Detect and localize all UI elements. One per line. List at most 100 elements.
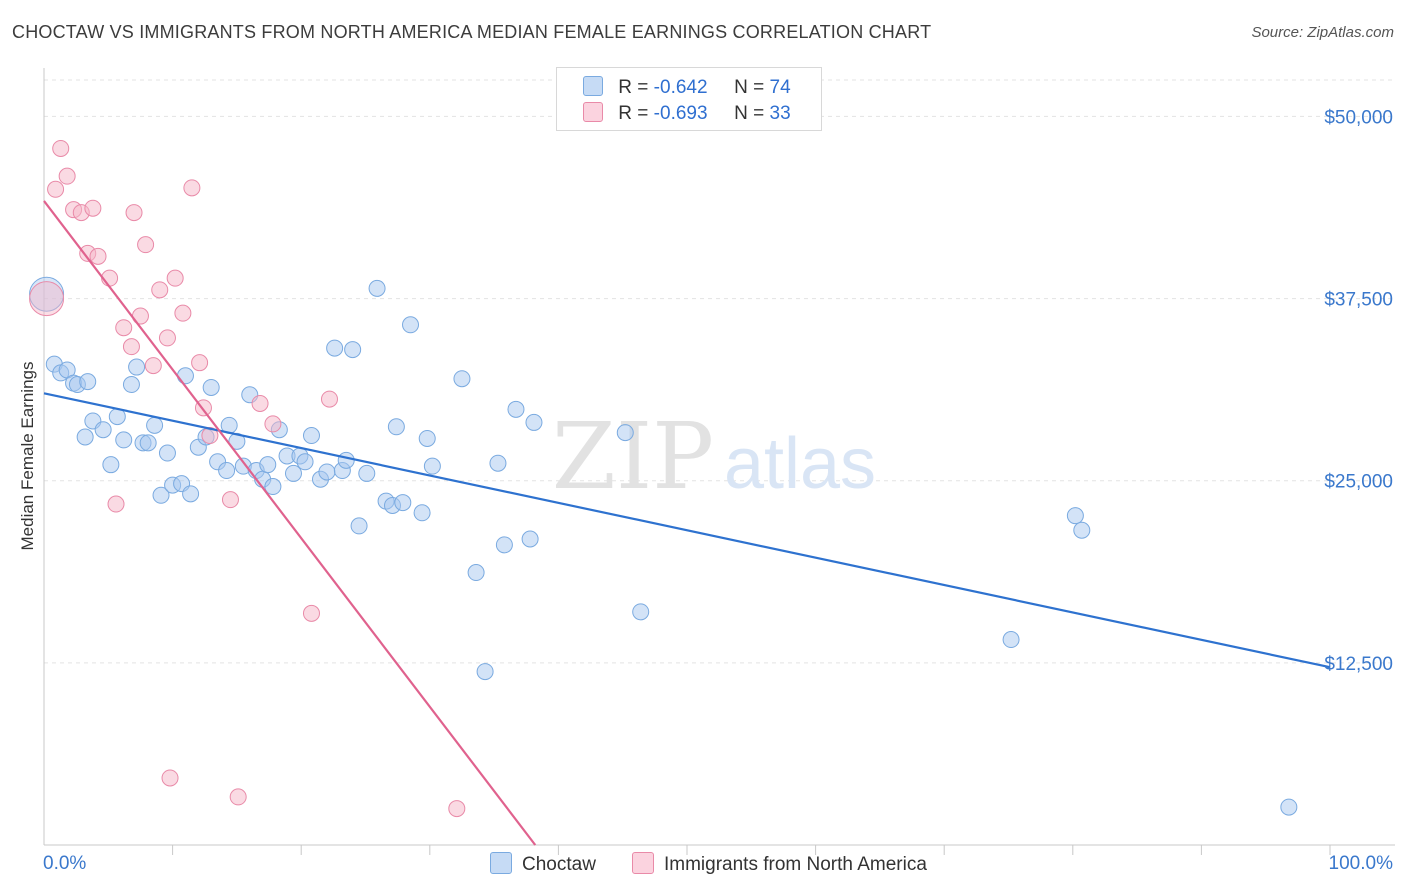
immigrants-point-21 bbox=[174, 304, 192, 322]
choctaw-point-41 bbox=[296, 453, 314, 471]
y-tick-label-12500: $12,500 bbox=[1324, 654, 1393, 675]
trend-line-choctaw bbox=[43, 392, 1331, 669]
legend-n-value-choctaw: 74 bbox=[769, 77, 791, 98]
immigrants-point-23 bbox=[191, 354, 209, 372]
axes bbox=[43, 68, 1395, 855]
chart-source: Source: ZipAtlas.com bbox=[1251, 24, 1394, 41]
choctaw-point-49 bbox=[350, 517, 368, 535]
x-tick-label-max: 100.0% bbox=[1329, 853, 1394, 874]
immigrants-point-27 bbox=[229, 788, 247, 806]
legend-swatch-immigrants bbox=[583, 102, 603, 122]
immigrants-point-16 bbox=[144, 357, 162, 375]
immigrants-point-2 bbox=[52, 139, 70, 157]
watermark-zip: ZIP bbox=[552, 403, 714, 510]
choctaw-point-45 bbox=[326, 339, 344, 357]
x-tick-label-min: 0.0% bbox=[43, 853, 86, 874]
immigrants-point-15 bbox=[137, 236, 155, 254]
choctaw-point-72 bbox=[1073, 521, 1091, 539]
series-choctaw-points bbox=[29, 276, 1298, 816]
legend-swatch-immigrants bbox=[632, 852, 654, 874]
immigrants-point-3 bbox=[58, 167, 76, 185]
immigrants-point-7 bbox=[84, 199, 102, 217]
choctaw-point-63 bbox=[489, 454, 507, 472]
legend-label-choctaw: Choctaw bbox=[522, 854, 596, 875]
choctaw-point-19 bbox=[158, 444, 176, 462]
choctaw-point-42 bbox=[302, 427, 320, 445]
choctaw-point-18 bbox=[152, 486, 170, 504]
trend-lines bbox=[43, 200, 1331, 846]
choctaw-point-58 bbox=[418, 429, 436, 447]
choctaw-point-65 bbox=[507, 400, 525, 418]
immigrants-point-11 bbox=[115, 319, 133, 337]
legend-swatch-choctaw bbox=[583, 76, 603, 96]
legend-r-value-choctaw: -0.642 bbox=[653, 77, 708, 98]
legend-n-label: N = bbox=[734, 103, 765, 124]
choctaw-point-55 bbox=[394, 494, 412, 512]
immigrants-point-13 bbox=[125, 204, 143, 222]
choctaw-point-71 bbox=[1066, 507, 1084, 525]
choctaw-point-0 bbox=[29, 276, 65, 312]
immigrants-point-19 bbox=[161, 769, 179, 787]
legend-n-label: N = bbox=[734, 77, 765, 98]
watermark: ZIP atlas bbox=[552, 403, 876, 510]
tick-labels: $12,500 $25,000 $37,500 $50,000 0.0% 100.0% bbox=[43, 107, 1393, 874]
choctaw-point-73 bbox=[1280, 798, 1298, 816]
choctaw-point-66 bbox=[521, 530, 539, 548]
choctaw-point-59 bbox=[423, 457, 441, 475]
choctaw-point-48 bbox=[344, 341, 362, 359]
legend-r-label: R = bbox=[618, 77, 649, 98]
immigrants-point-0 bbox=[29, 281, 65, 317]
legend-r-label: R = bbox=[618, 103, 649, 124]
choctaw-point-13 bbox=[122, 376, 140, 394]
choctaw-point-60 bbox=[453, 370, 471, 388]
choctaw-point-22 bbox=[176, 367, 194, 385]
choctaw-point-47 bbox=[337, 451, 355, 469]
choctaw-point-14 bbox=[128, 358, 146, 376]
choctaw-point-44 bbox=[318, 463, 336, 481]
choctaw-point-69 bbox=[632, 603, 650, 621]
y-tick-label-50000: $50,000 bbox=[1324, 107, 1393, 128]
immigrants-point-20 bbox=[166, 269, 184, 287]
immigrants-point-10 bbox=[107, 495, 125, 513]
choctaw-point-51 bbox=[368, 279, 386, 297]
legend-label-immigrants: Immigrants from North America bbox=[664, 854, 927, 875]
series-legend: Choctaw Immigrants from North America bbox=[0, 852, 1406, 878]
choctaw-point-57 bbox=[413, 504, 431, 522]
choctaw-point-54 bbox=[387, 418, 405, 436]
choctaw-point-62 bbox=[476, 663, 494, 681]
immigrants-point-22 bbox=[183, 179, 201, 197]
immigrants-point-29 bbox=[264, 415, 282, 433]
immigrants-point-18 bbox=[158, 329, 176, 347]
choctaw-point-68 bbox=[616, 424, 634, 442]
choctaw-point-64 bbox=[495, 536, 513, 554]
legend-item-choctaw[interactable]: Choctaw bbox=[490, 852, 596, 876]
choctaw-point-23 bbox=[182, 485, 200, 503]
immigrants-point-32 bbox=[448, 800, 466, 818]
immigrants-point-8 bbox=[89, 247, 107, 265]
immigrants-point-12 bbox=[122, 338, 140, 356]
chart-title: CHOCTAW VS IMMIGRANTS FROM NORTH AMERICA… bbox=[12, 22, 932, 42]
choctaw-point-12 bbox=[115, 431, 133, 449]
legend-item-immigrants[interactable]: Immigrants from North America bbox=[632, 852, 927, 876]
y-tick-label-25000: $25,000 bbox=[1324, 472, 1393, 493]
immigrants-point-17 bbox=[151, 281, 169, 299]
choctaw-point-7 bbox=[76, 428, 94, 446]
legend-row-choctaw: R = -0.642 N = 74 bbox=[583, 76, 791, 100]
choctaw-point-10 bbox=[102, 456, 120, 474]
correlation-legend: R = -0.642 N = 74 R = -0.693 N = 33 bbox=[556, 67, 822, 131]
choctaw-point-50 bbox=[358, 464, 376, 482]
watermark-atlas: atlas bbox=[724, 424, 876, 504]
legend-row-immigrants: R = -0.693 N = 33 bbox=[583, 102, 791, 126]
trend-line-immigrants bbox=[43, 200, 537, 846]
choctaw-point-35 bbox=[259, 456, 277, 474]
choctaw-point-28 bbox=[218, 462, 236, 480]
choctaw-point-16 bbox=[139, 434, 157, 452]
legend-swatch-choctaw bbox=[490, 852, 512, 874]
immigrants-point-28 bbox=[251, 394, 269, 412]
choctaw-point-17 bbox=[146, 416, 164, 434]
grid-lines bbox=[44, 79, 1395, 664]
choctaw-point-39 bbox=[284, 464, 302, 482]
legend-n-value-immigrants: 33 bbox=[769, 103, 791, 124]
choctaw-point-67 bbox=[525, 413, 543, 431]
